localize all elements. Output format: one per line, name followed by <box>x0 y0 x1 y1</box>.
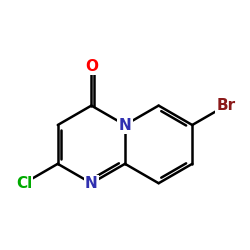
Text: Cl: Cl <box>16 176 32 191</box>
Text: Br: Br <box>216 98 236 113</box>
Text: N: N <box>85 176 98 191</box>
Text: N: N <box>119 118 132 132</box>
Text: O: O <box>85 59 98 74</box>
